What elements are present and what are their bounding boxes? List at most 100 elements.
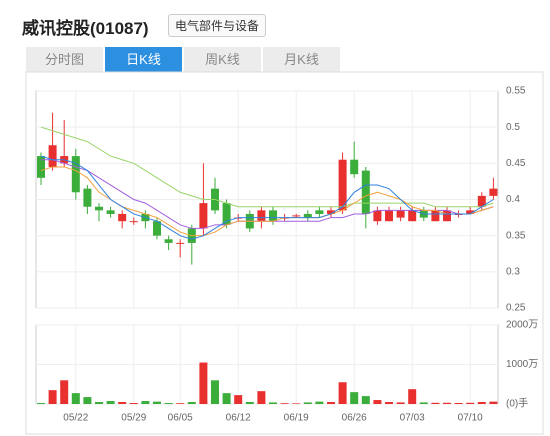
- candle-body: [257, 210, 266, 222]
- volume-bar: [211, 380, 219, 404]
- volume-bar: [280, 403, 289, 404]
- volume-bar: [466, 402, 475, 404]
- volume-bar: [408, 389, 417, 404]
- x-tick-label: 06/12: [226, 413, 251, 424]
- x-tick-label: 05/22: [63, 413, 88, 424]
- volume-bar: [477, 402, 486, 404]
- x-tick-label: 07/03: [400, 413, 425, 424]
- candle-body: [48, 145, 57, 167]
- volume-bar: [153, 401, 161, 404]
- volume-bar: [431, 402, 440, 404]
- volume-bar: [37, 403, 45, 404]
- y-tick-label: 0.45: [506, 158, 526, 169]
- volume-bar: [350, 392, 359, 404]
- candle-body: [83, 188, 92, 207]
- y-tick-label: 0.25: [506, 303, 526, 314]
- volume-tick-label: (0)手: [506, 397, 528, 410]
- volume-bar: [315, 401, 324, 404]
- candle-body: [176, 242, 185, 244]
- moving-average: [41, 159, 494, 229]
- candle-body: [327, 210, 335, 214]
- volume-bar: [141, 401, 150, 404]
- candle-body: [129, 221, 138, 223]
- y-tick-label: 0.5: [506, 122, 520, 133]
- tab[interactable]: 分时图: [26, 47, 103, 72]
- candle-body: [106, 210, 115, 214]
- volume-bar: [396, 402, 405, 404]
- candle-body: [292, 215, 301, 217]
- moving-average: [40, 166, 494, 237]
- y-tick-label: 0.4: [506, 194, 520, 205]
- volume-bar: [489, 401, 498, 404]
- volume-bar: [199, 362, 208, 404]
- y-tick-label: 0.35: [506, 230, 526, 241]
- candle-body: [466, 210, 475, 214]
- candle-body: [95, 206, 103, 211]
- x-tick-label: 06/05: [168, 413, 193, 424]
- x-tick-label: 06/19: [284, 413, 309, 424]
- candle-body: [385, 210, 393, 222]
- candle-body: [431, 210, 440, 222]
- volume-bar: [373, 400, 382, 404]
- candle-body: [373, 210, 382, 222]
- volume-bar: [385, 402, 393, 404]
- moving-average: [40, 126, 494, 208]
- volume-bar: [118, 402, 127, 404]
- candle-body: [315, 210, 324, 214]
- volume-bar: [269, 402, 277, 404]
- candle-body: [396, 210, 405, 218]
- x-tick-label: 06/26: [342, 413, 367, 424]
- volume-tick-label: 1000万: [506, 359, 538, 370]
- candle-body: [361, 170, 370, 214]
- volume-bar: [338, 382, 347, 404]
- volume-bar: [443, 402, 451, 404]
- y-tick-label: 0.55: [506, 86, 526, 97]
- volume-bar: [60, 380, 69, 404]
- volume-bar: [454, 403, 463, 404]
- candle-body: [489, 188, 498, 196]
- volume-bar: [129, 403, 138, 404]
- volume-bar: [245, 402, 254, 404]
- x-tick-label: 05/29: [121, 413, 146, 424]
- candle-body: [164, 239, 173, 243]
- tab[interactable]: 日K线: [105, 47, 182, 72]
- chart-frame: [25, 71, 544, 435]
- candle-body: [303, 213, 312, 218]
- candle-body: [37, 156, 45, 178]
- tab[interactable]: 月K线: [263, 47, 340, 72]
- volume-bar: [257, 391, 266, 404]
- volume-bar: [164, 403, 173, 404]
- volume-tick-label: 2000万: [506, 320, 538, 331]
- volume-bar: [106, 401, 115, 404]
- stock-title: 威讯控股(01087): [22, 19, 149, 38]
- candle-body: [269, 210, 277, 222]
- volume-bar: [234, 395, 243, 404]
- volume-bar: [419, 402, 428, 404]
- y-tick-label: 0.3: [506, 266, 520, 277]
- tab[interactable]: 周K线: [184, 47, 261, 72]
- candle-body: [338, 159, 347, 211]
- volume-bar: [187, 402, 196, 404]
- candle-body: [222, 203, 231, 225]
- volume-bar: [83, 397, 92, 404]
- candle-body: [153, 221, 161, 236]
- volume-bar: [361, 396, 370, 404]
- volume-bar: [48, 390, 57, 404]
- volume-bar: [303, 402, 312, 404]
- volume-bar: [222, 393, 231, 404]
- candle-body: [199, 203, 208, 229]
- candle-body: [350, 159, 359, 175]
- volume-bar: [71, 393, 80, 404]
- candle-body: [71, 156, 80, 193]
- candle-body: [443, 210, 451, 222]
- moving-average: [40, 155, 494, 240]
- candle-body: [477, 195, 486, 207]
- candle-body: [118, 213, 127, 222]
- volume-bar: [327, 402, 335, 404]
- sector-tag[interactable]: 电气部件与设备: [168, 14, 267, 37]
- volume-bar: [95, 402, 103, 404]
- x-tick-label: 07/10: [458, 413, 483, 424]
- candle-body: [408, 210, 417, 222]
